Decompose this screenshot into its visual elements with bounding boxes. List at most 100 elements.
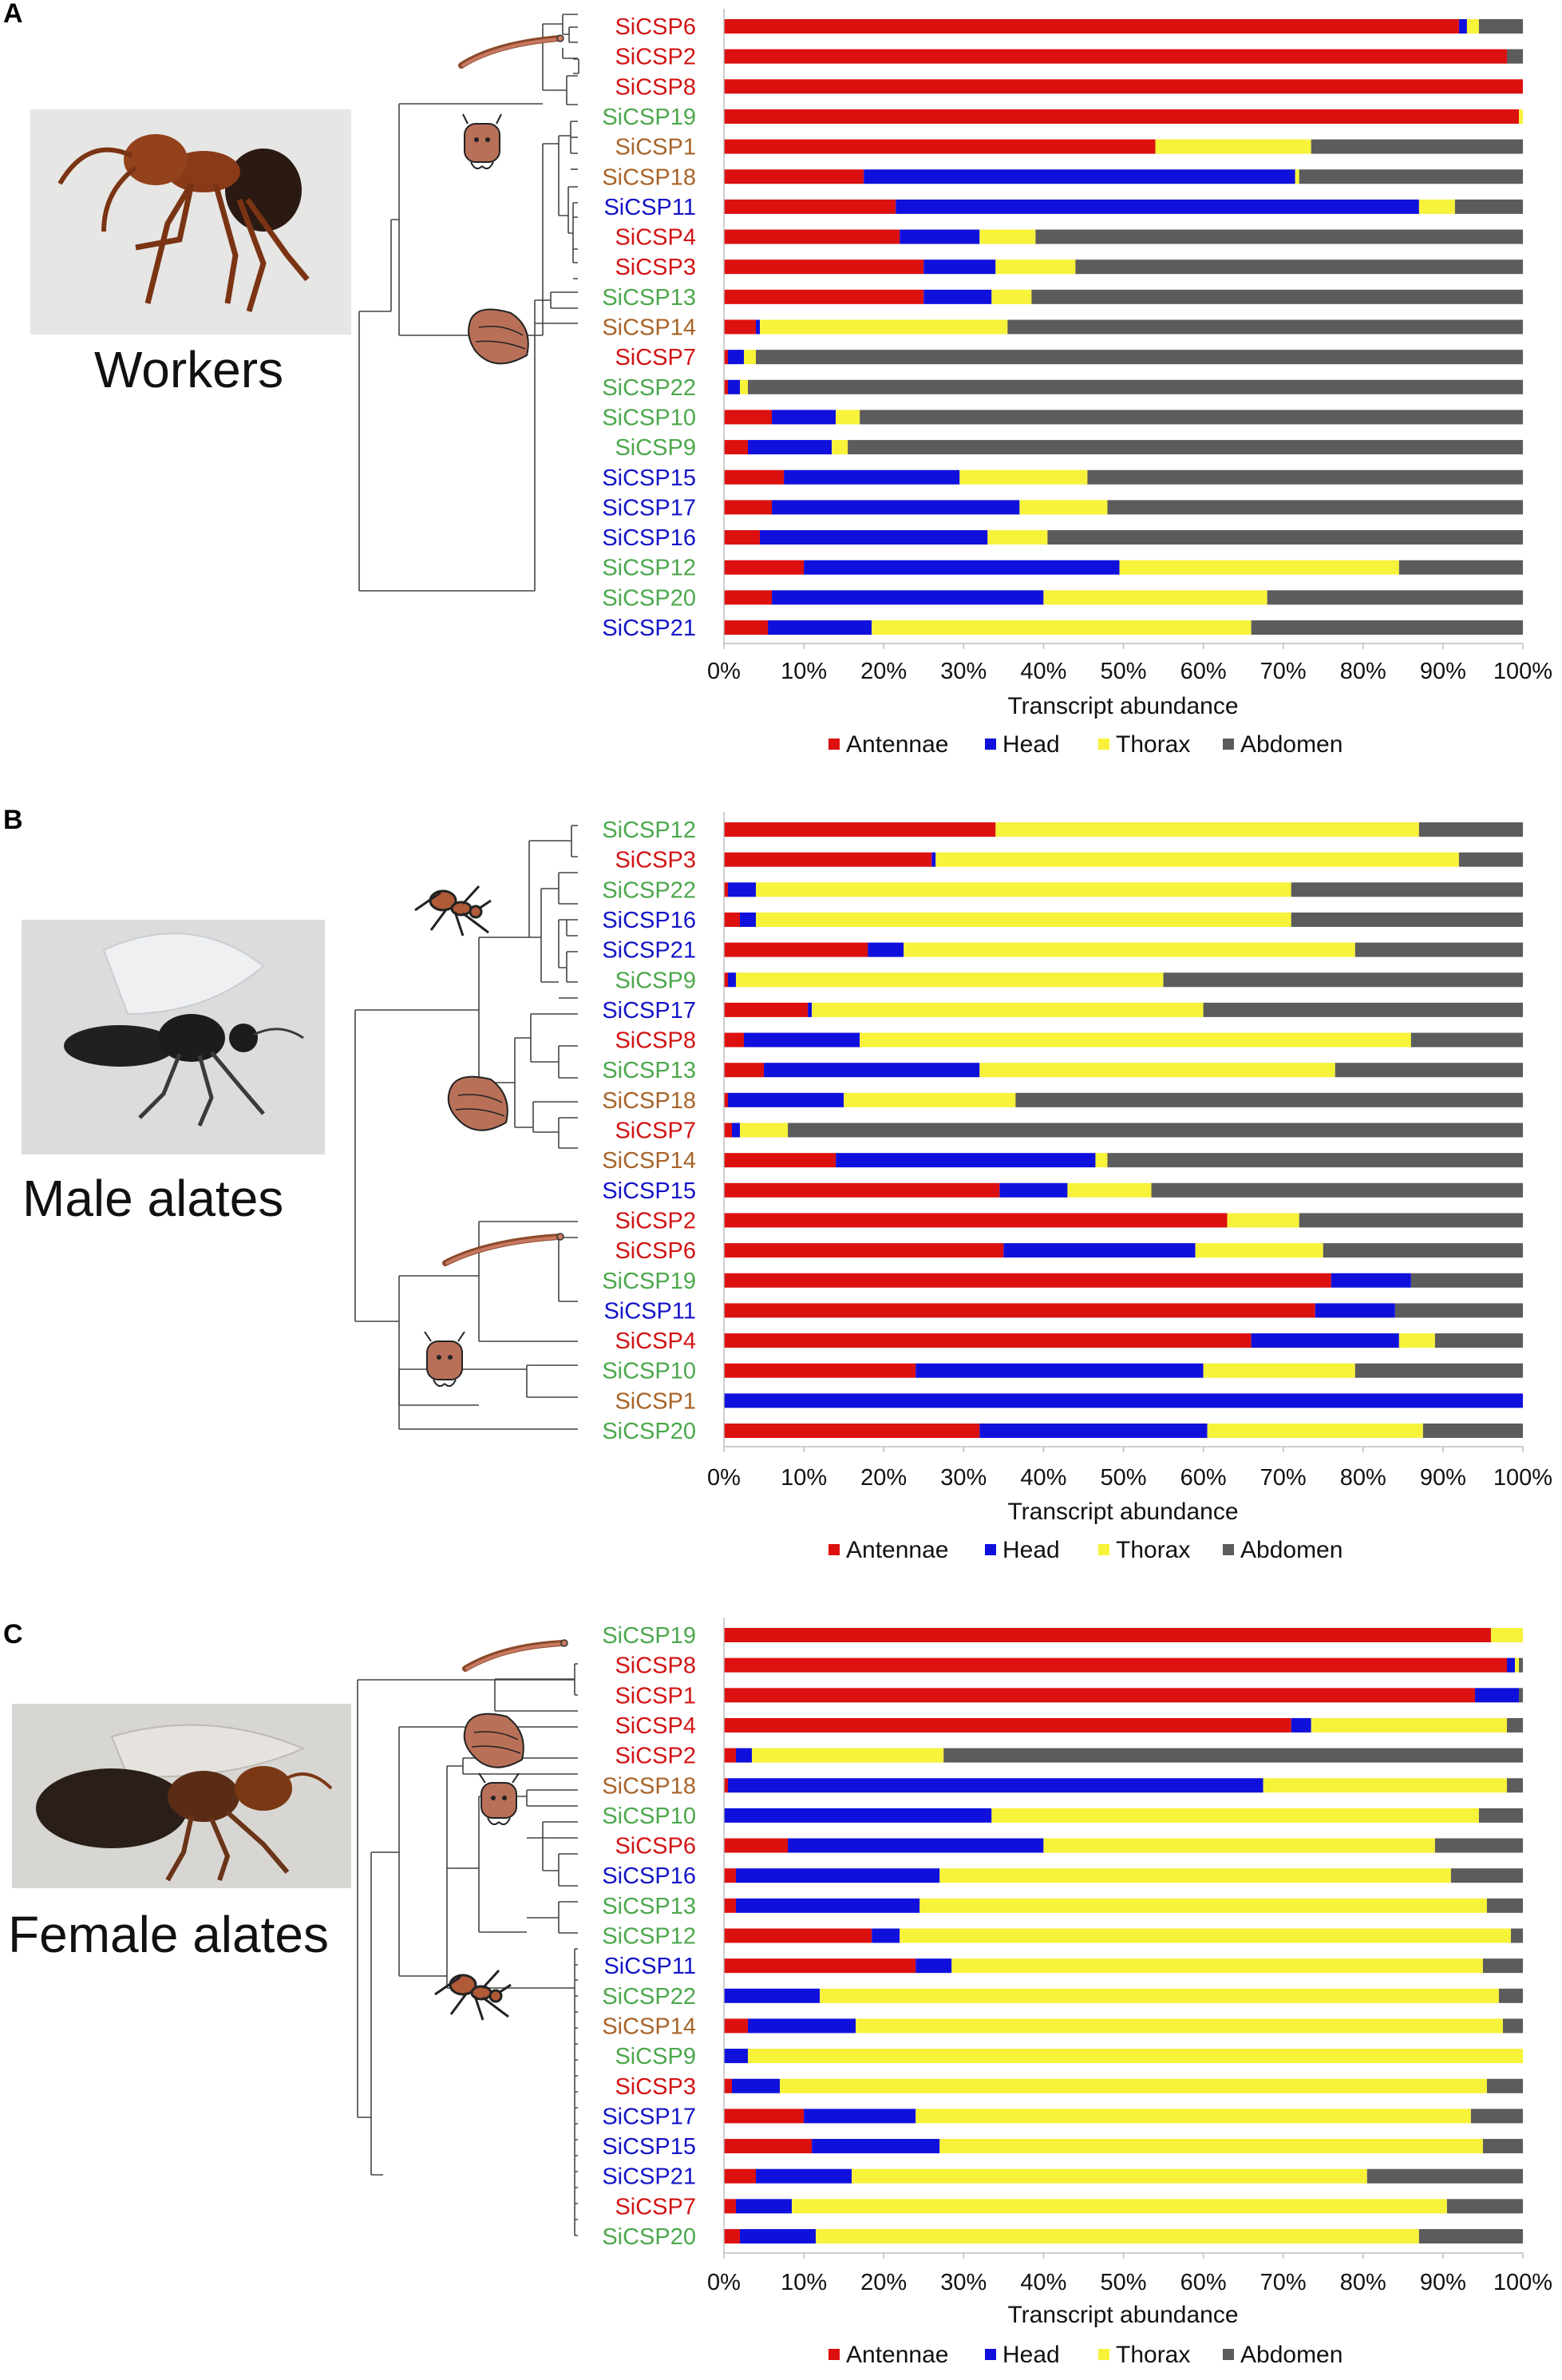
bar-sicsp20-abdomen	[1422, 1424, 1524, 1438]
bar-sicsp18-head	[864, 169, 1295, 184]
bar-sicsp22-head	[728, 882, 757, 897]
gene-label-sicsp14: SiCSP14	[602, 1148, 696, 1174]
legend-swatch-head	[985, 2349, 996, 2360]
bar-sicsp17-antennae	[724, 1002, 809, 1017]
bar-sicsp7-thorax	[740, 1123, 789, 1138]
bar-sicsp3-antennae	[724, 259, 924, 275]
bar-sicsp22-abdomen	[748, 379, 1523, 394]
bar-sicsp10-antennae	[724, 1363, 916, 1378]
gene-label-sicsp2: SiCSP2	[615, 1208, 696, 1234]
bar-sicsp22-thorax	[820, 1988, 1499, 2003]
bar-sicsp22-head	[728, 379, 741, 394]
legend-label-thorax: Thorax	[1116, 2342, 1190, 2368]
gene-label-sicsp19: SiCSP19	[602, 105, 696, 130]
bar-sicsp8-abdomen	[1410, 1032, 1523, 1047]
gene-label-sicsp3: SiCSP3	[615, 255, 696, 280]
bar-sicsp4-thorax	[1398, 1333, 1435, 1348]
gene-label-sicsp18: SiCSP18	[602, 1773, 696, 1799]
bar-sicsp2-antennae	[724, 1213, 1228, 1228]
bar-sicsp14-antennae	[724, 1153, 836, 1168]
bar-sicsp15-head	[999, 1182, 1068, 1198]
bar-sicsp21-abdomen	[1251, 620, 1523, 635]
gene-label-sicsp17: SiCSP17	[602, 495, 696, 521]
bar-sicsp7-head	[728, 350, 745, 365]
bar-sicsp6-thorax	[1195, 1243, 1323, 1258]
stacked-bars	[724, 1628, 1524, 2243]
abdomen-icon	[468, 308, 529, 365]
bar-sicsp11-head	[1315, 1303, 1395, 1318]
gene-label-sicsp8: SiCSP8	[615, 74, 696, 100]
gene-label-sicsp12: SiCSP12	[602, 818, 696, 843]
bar-sicsp3-head	[931, 852, 936, 867]
bar-sicsp6-abdomen	[1478, 19, 1523, 34]
legend-label-antennae: Antennae	[846, 1537, 948, 1563]
x-tick-label: 20%	[860, 2270, 907, 2295]
bar-sicsp14-abdomen	[1502, 2018, 1523, 2033]
bar-sicsp4-thorax	[979, 229, 1036, 244]
panel-b: B Male alates	[3, 805, 1552, 1563]
bar-sicsp11-abdomen	[1394, 1303, 1523, 1318]
x-tick-label: 90%	[1420, 2270, 1466, 2295]
bar-sicsp6-antennae	[724, 1243, 1004, 1258]
bar-sicsp16-abdomen	[1291, 912, 1523, 927]
head-icon	[462, 113, 502, 170]
gene-label-sicsp22: SiCSP22	[602, 375, 696, 401]
gene-label-sicsp16: SiCSP16	[602, 908, 696, 933]
x-axis: 0% 10% 20% 30% 40% 50% 60% 70% 80% 90% 100%	[707, 812, 1552, 1491]
female-alate-photo	[12, 1704, 351, 1888]
bar-sicsp9-thorax	[736, 972, 1164, 988]
x-tick-label: 60%	[1180, 659, 1227, 684]
bar-sicsp2-abdomen	[943, 1748, 1524, 1763]
bar-sicsp2-head	[736, 1748, 753, 1763]
panel-letter-a: A	[3, 0, 23, 29]
legend-swatch-thorax	[1098, 2349, 1109, 2360]
bar-sicsp8-antennae	[724, 1657, 1507, 1673]
bar-sicsp9-head	[728, 972, 737, 988]
gene-label-sicsp12: SiCSP12	[602, 1924, 696, 1950]
caste-label: Workers	[94, 341, 283, 398]
bar-sicsp11-thorax	[951, 1958, 1483, 1974]
gene-label-sicsp22: SiCSP22	[602, 877, 696, 903]
gene-label-sicsp7: SiCSP7	[615, 2194, 696, 2220]
x-tick-label: 100%	[1493, 1465, 1552, 1491]
x-tick-label: 30%	[940, 1465, 987, 1491]
gene-label-sicsp10: SiCSP10	[602, 1359, 696, 1384]
bar-sicsp16-head	[736, 1868, 940, 1883]
bar-sicsp9-abdomen	[1163, 972, 1523, 988]
bar-sicsp12-abdomen	[1418, 822, 1523, 837]
legend-label-head: Head	[1002, 731, 1060, 758]
bar-sicsp4-thorax	[1311, 1717, 1507, 1733]
x-tick-label: 60%	[1180, 2270, 1227, 2295]
worker-ant-photo	[30, 109, 351, 335]
legend-label-abdomen: Abdomen	[1240, 1537, 1343, 1563]
gene-label-sicsp2: SiCSP2	[615, 1744, 696, 1769]
bar-sicsp13-antennae	[724, 1898, 737, 1913]
bar-sicsp8-antennae	[724, 79, 1523, 94]
legend-swatch-antennae	[828, 1544, 840, 1555]
bar-sicsp4-abdomen	[1506, 1717, 1523, 1733]
bar-sicsp20-abdomen	[1267, 590, 1523, 605]
gene-label-sicsp9: SiCSP9	[615, 968, 696, 993]
bar-sicsp4-antennae	[724, 229, 900, 244]
bar-sicsp8-thorax	[860, 1032, 1411, 1047]
bar-sicsp9-thorax	[832, 440, 848, 455]
bar-sicsp16-thorax	[939, 1868, 1451, 1883]
bar-sicsp20-head	[740, 2229, 817, 2243]
bar-sicsp6-thorax	[1043, 1838, 1435, 1853]
bar-sicsp3-abdomen	[1458, 852, 1523, 867]
x-tick-label: 40%	[1020, 2270, 1066, 2295]
bar-sicsp4-head	[1251, 1333, 1399, 1348]
x-tick-label: 70%	[1260, 659, 1307, 684]
gene-label-sicsp14: SiCSP14	[602, 2014, 696, 2039]
bar-sicsp22-abdomen	[1498, 1988, 1523, 2003]
bar-sicsp11-abdomen	[1482, 1958, 1523, 1974]
bar-sicsp21-antennae	[724, 942, 868, 957]
bar-sicsp12-abdomen	[1398, 560, 1524, 575]
gene-label-sicsp10: SiCSP10	[602, 405, 696, 430]
x-tick-label: 50%	[1100, 659, 1146, 684]
bar-sicsp7-thorax	[792, 2199, 1447, 2214]
caste-label: Male alates	[22, 1170, 283, 1227]
bar-sicsp3-thorax	[995, 259, 1076, 275]
bar-sicsp1-antennae	[724, 139, 1156, 154]
bar-sicsp8-head	[744, 1032, 860, 1047]
